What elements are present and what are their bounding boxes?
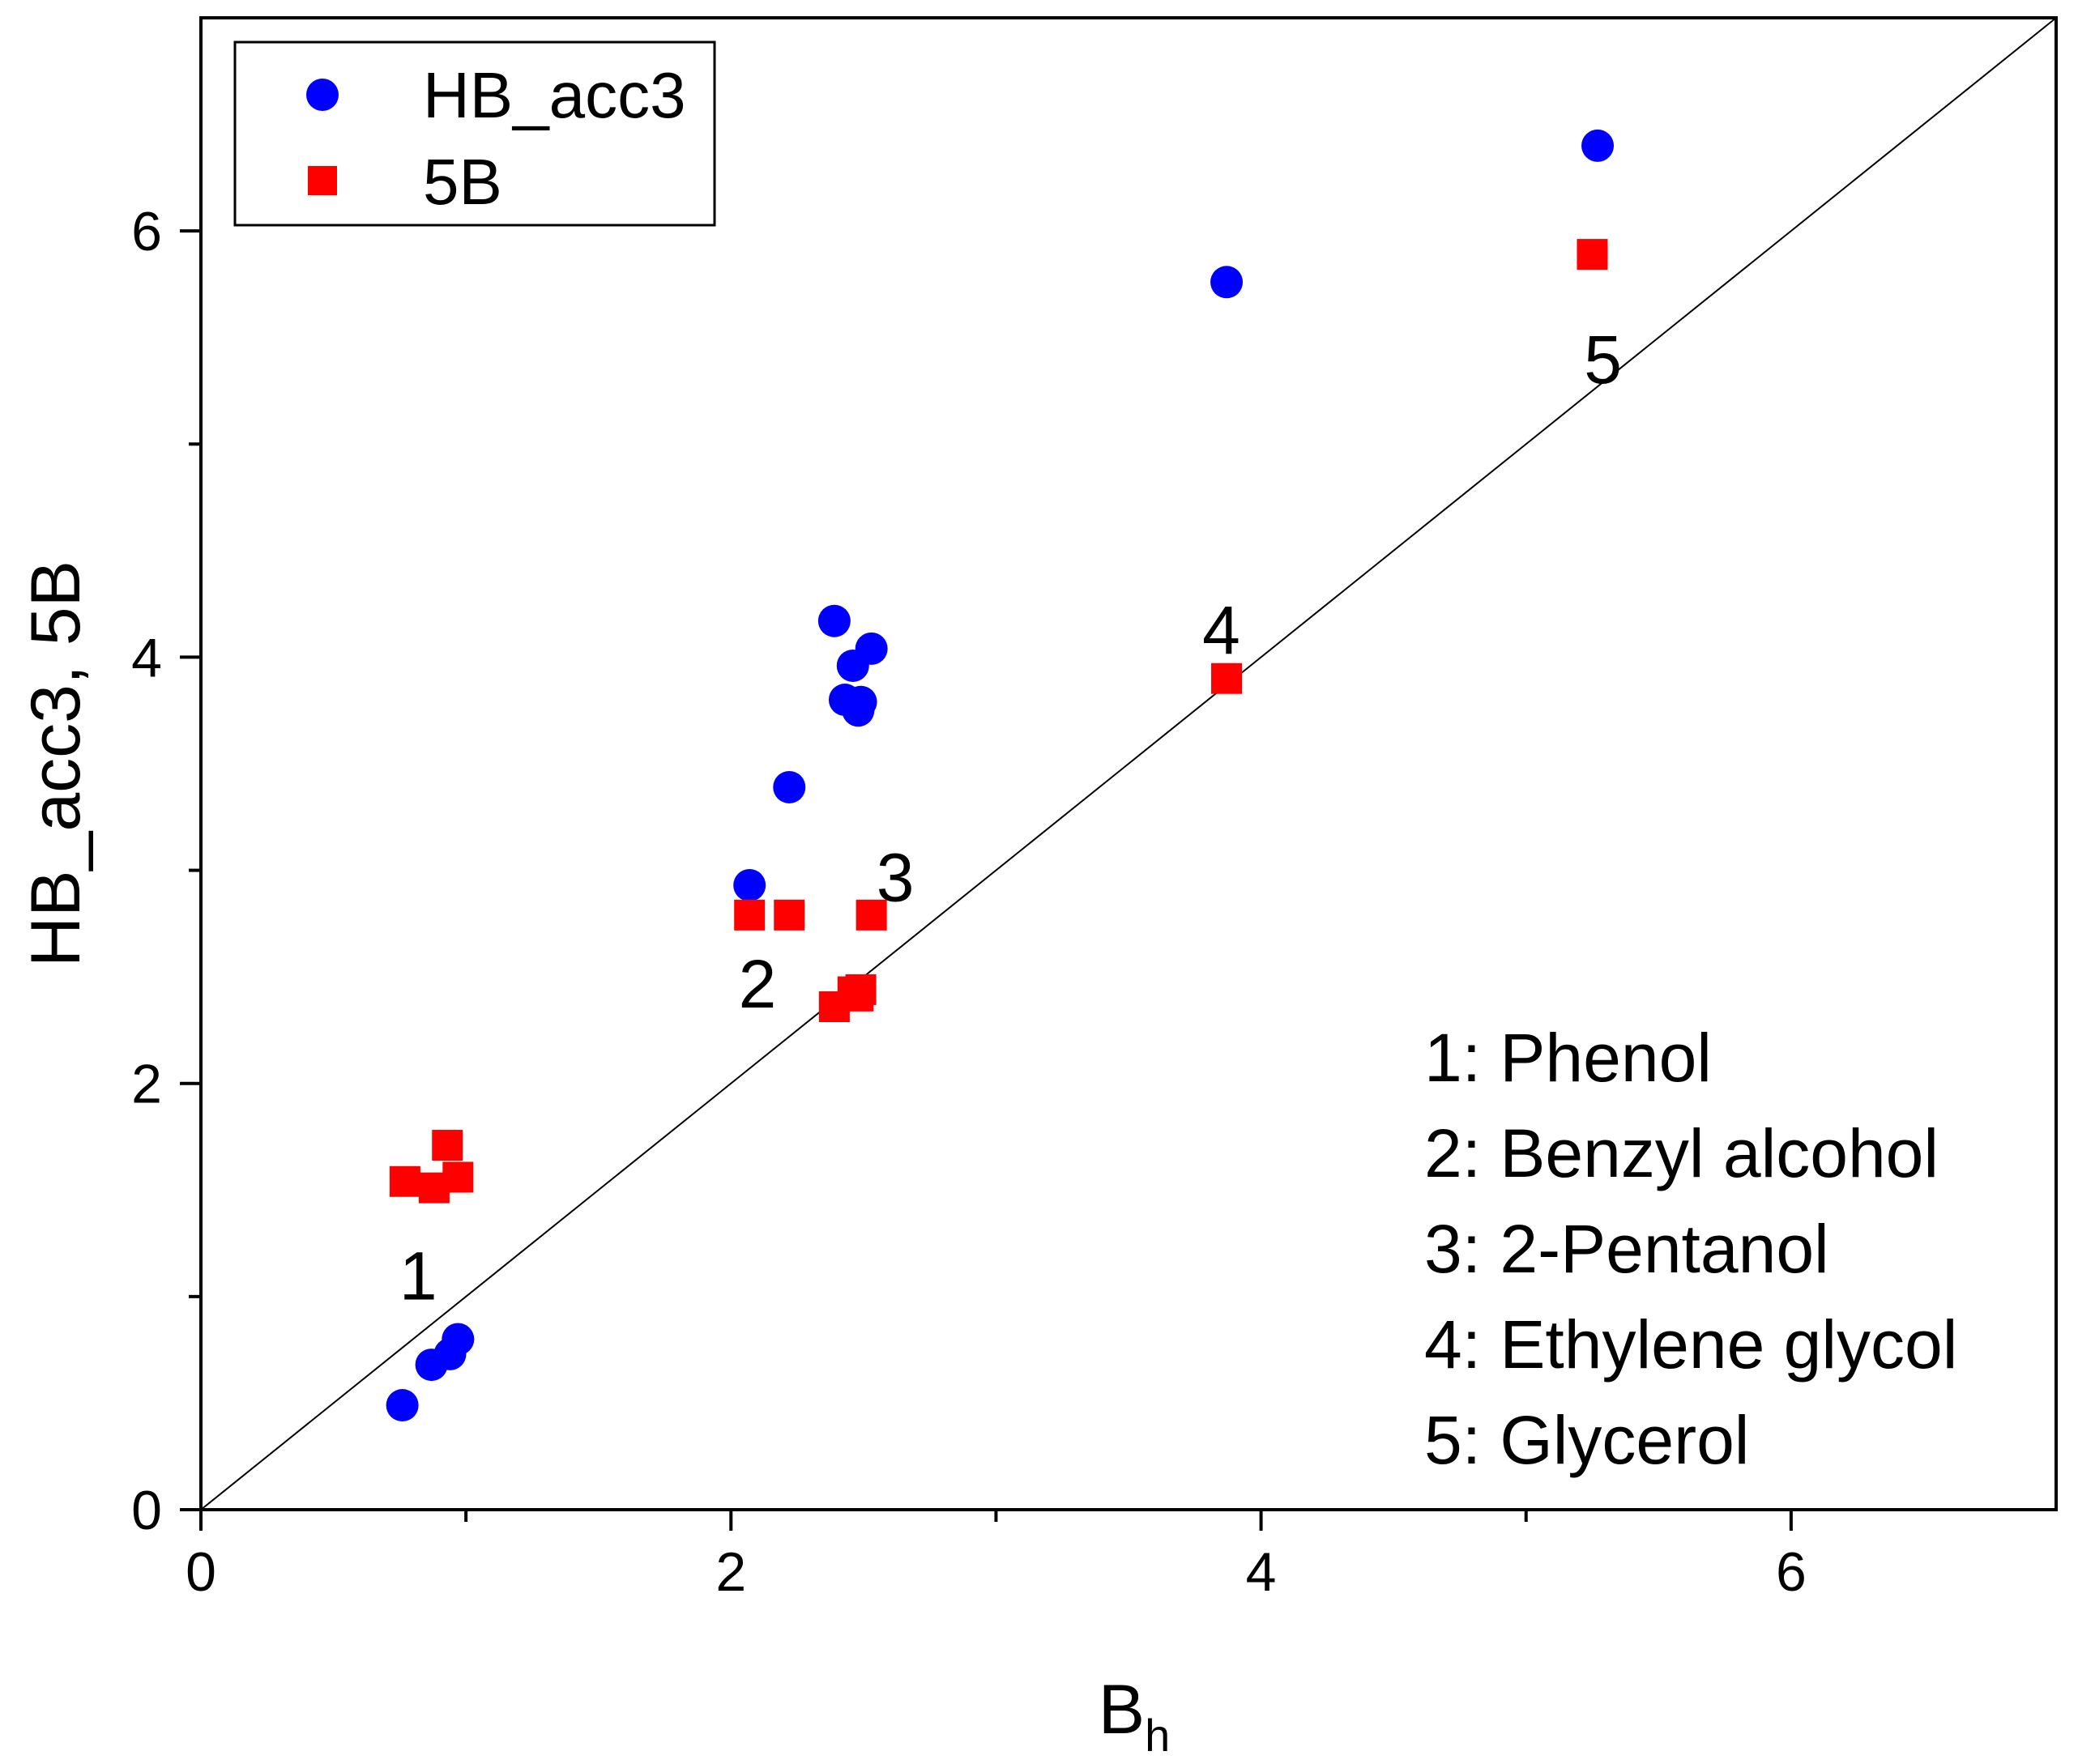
point-5b xyxy=(1211,663,1243,694)
key-line-4: 4: Ethylene glycol xyxy=(1424,1306,1957,1383)
reference-line xyxy=(200,17,2057,1510)
group-label: 2 xyxy=(739,946,777,1022)
point-5b xyxy=(774,899,805,931)
point-5b xyxy=(1577,239,1608,271)
point-hb-acc3 xyxy=(844,685,877,718)
point-hb-acc3 xyxy=(733,868,766,901)
y-tick-label: 2 xyxy=(131,1054,162,1115)
x-tick-label: 0 xyxy=(186,1541,216,1603)
key-line-3: 3: 2-Pentanol xyxy=(1424,1211,1829,1287)
point-5b xyxy=(432,1130,463,1161)
point-5b xyxy=(734,899,766,931)
group-label: 3 xyxy=(877,839,915,915)
y-tick-label: 6 xyxy=(131,201,162,262)
compound-key: 1: Phenol 2: Benzyl alcohol 3: 2-Pentano… xyxy=(1424,1020,1957,1478)
point-hb-acc3 xyxy=(773,770,806,803)
point-hb-acc3 xyxy=(386,1389,419,1422)
x-axis-title: Bh xyxy=(1099,1671,1171,1761)
reference-line-layer xyxy=(200,17,2057,1510)
point-5b xyxy=(389,1165,420,1197)
key-line-1: 1: Phenol xyxy=(1424,1020,1712,1096)
point-hb-acc3 xyxy=(855,632,888,665)
point-hb-acc3 xyxy=(1210,266,1244,299)
points-layer xyxy=(386,129,1615,1422)
legend: HB_acc3 5B xyxy=(233,40,716,227)
legend-marker-hb-acc3 xyxy=(306,79,339,111)
point-5b xyxy=(845,974,877,1005)
point-hb-acc3 xyxy=(817,604,851,637)
key-line-2: 2: Benzyl alcohol xyxy=(1424,1115,1939,1191)
group-label: 4 xyxy=(1202,592,1240,668)
point-hb-acc3 xyxy=(442,1323,475,1356)
x-tick-label: 6 xyxy=(1776,1541,1807,1603)
point-5b xyxy=(442,1161,474,1193)
key-line-5: 5: Glycerol xyxy=(1424,1402,1749,1478)
point-5b xyxy=(856,899,887,931)
x-axis-title-subscript: h xyxy=(1145,1710,1170,1761)
legend-label-hb-acc3: HB_acc3 xyxy=(423,59,686,131)
plot-frame xyxy=(199,16,2058,1511)
ticks-layer: 0 2 4 6 0 2 4 6 xyxy=(131,201,1807,1603)
legend-label-5b: 5B xyxy=(423,146,502,218)
point-labels-layer: 1 2 3 4 5 xyxy=(399,322,1622,1314)
x-tick-label: 4 xyxy=(1246,1541,1277,1603)
y-tick-label: 4 xyxy=(131,627,162,688)
point-hb-acc3 xyxy=(1581,129,1615,162)
legend-marker-5b xyxy=(308,166,337,195)
y-axis-title: HB_acc3, 5B xyxy=(17,560,95,967)
group-label: 1 xyxy=(399,1238,437,1314)
group-label: 5 xyxy=(1584,322,1622,398)
x-tick-label: 2 xyxy=(715,1541,746,1603)
y-tick-label: 0 xyxy=(131,1480,162,1541)
